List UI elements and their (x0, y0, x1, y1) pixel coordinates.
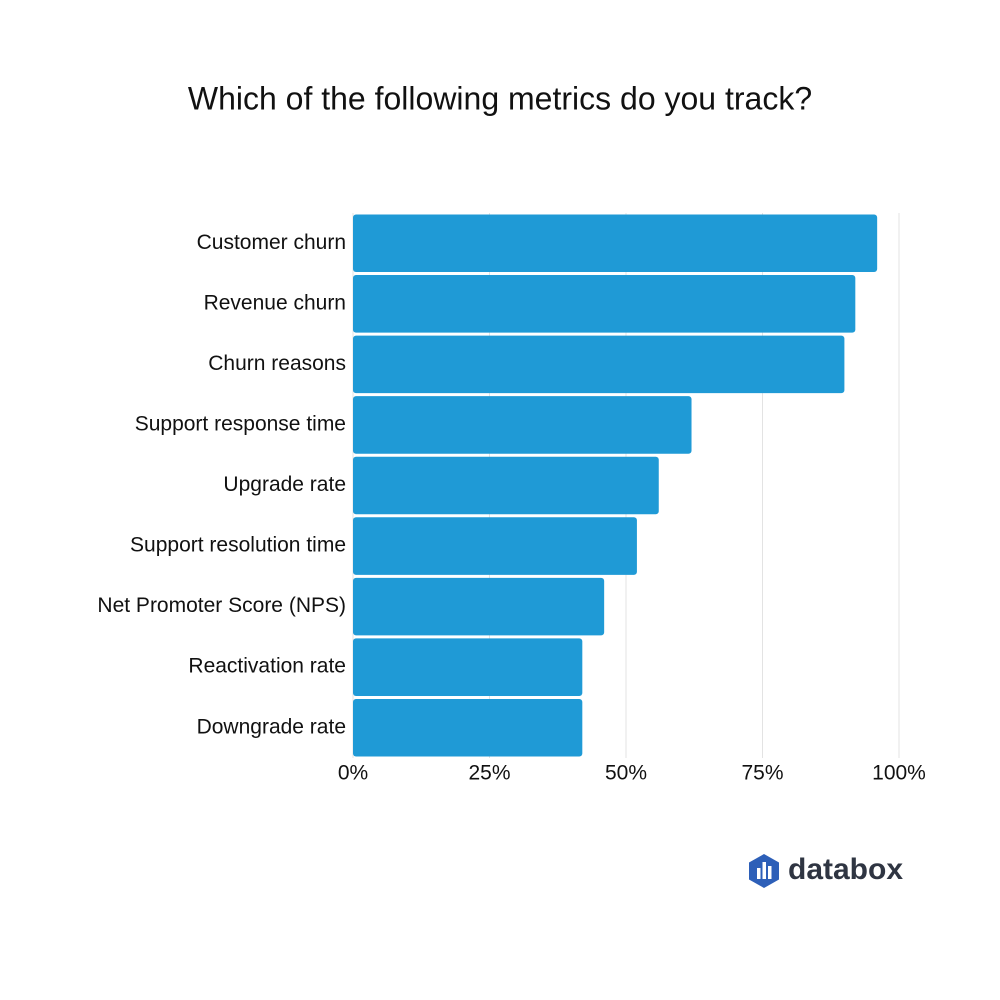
y-tick-label: Reactivation rate (188, 655, 346, 678)
x-tick-label: 100% (872, 762, 926, 785)
y-tick-label: Support resolution time (130, 534, 346, 557)
y-tick-label: Downgrade rate (197, 715, 346, 738)
brand-logo: databox (749, 853, 903, 888)
x-tick-label: 25% (468, 762, 510, 785)
x-tick-label: 50% (605, 762, 647, 785)
bar (353, 456, 659, 515)
bar (353, 698, 583, 757)
logo-bar (768, 866, 772, 879)
y-tick-label: Churn reasons (208, 352, 346, 375)
bar (353, 335, 845, 394)
bar (353, 214, 878, 273)
bar (353, 396, 692, 454)
bar (353, 517, 637, 575)
logo-bar (762, 862, 766, 879)
y-tick-label: Net Promoter Score (NPS) (97, 594, 346, 617)
bar (353, 577, 605, 636)
x-tick-label: 0% (338, 762, 368, 785)
bar (353, 275, 856, 333)
y-tick-label: Support response time (135, 412, 346, 435)
chart-title: Which of the following metrics do you tr… (188, 80, 812, 116)
x-tick-label: 75% (741, 762, 783, 785)
y-tick-label: Customer churn (197, 231, 346, 254)
brand-name: databox (788, 853, 903, 886)
y-tick-label: Revenue churn (204, 291, 346, 314)
y-tick-label: Upgrade rate (223, 473, 346, 496)
bar (353, 638, 583, 696)
logo-bar (757, 868, 761, 879)
